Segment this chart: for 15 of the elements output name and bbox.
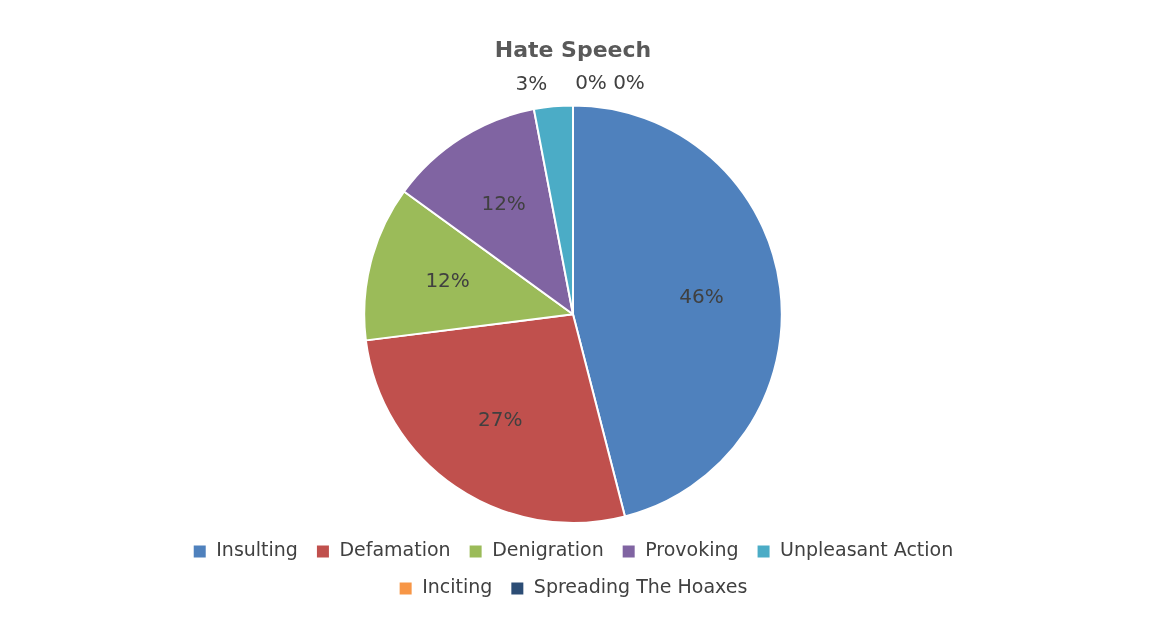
legend-label: Unpleasant Action xyxy=(780,538,954,561)
data-label: 46% xyxy=(679,284,724,309)
data-label: 27% xyxy=(478,407,523,432)
legend-label: Spreading The Hoaxes xyxy=(533,575,748,598)
legend-label: Inciting xyxy=(422,575,493,598)
text: 0% xyxy=(575,69,607,94)
legend-label: Provoking xyxy=(645,538,739,561)
data-label: 12% xyxy=(481,191,526,216)
data-label: 12% xyxy=(425,268,470,293)
data-label: 3% xyxy=(515,70,548,95)
legend-label: Denigration xyxy=(492,538,604,561)
text: 0% xyxy=(613,69,645,94)
legend-label: Defamation xyxy=(339,538,451,561)
legend-label: Insulting xyxy=(216,538,298,561)
chart-title: Hate Speech xyxy=(494,36,652,62)
